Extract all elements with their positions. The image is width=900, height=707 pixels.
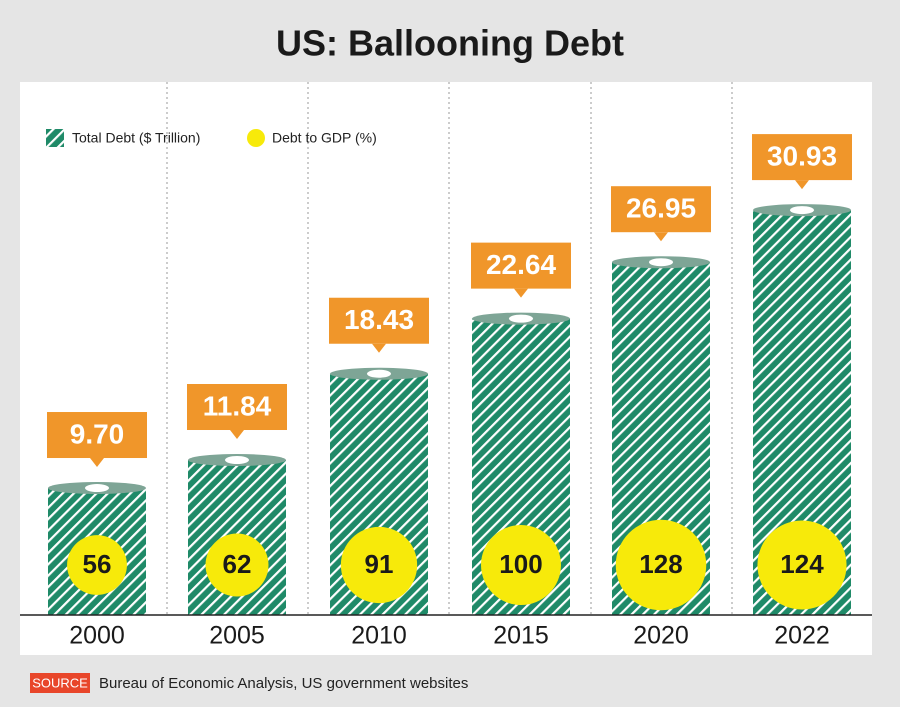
value-label: 9.70 — [70, 418, 125, 449]
value-label: 26.95 — [626, 193, 696, 224]
bar-cap-hole — [790, 206, 814, 215]
gdp-circle — [615, 519, 707, 611]
source-badge — [30, 673, 90, 693]
bar-cap-hole — [85, 484, 109, 493]
gdp-circle — [67, 535, 127, 595]
gdp-label: 56 — [83, 549, 112, 579]
callout-pointer — [514, 288, 528, 298]
value-label: 11.84 — [203, 390, 272, 421]
source-text: Bureau of Economic Analysis, US governme… — [99, 675, 468, 692]
callout — [471, 242, 571, 289]
value-label: 22.64 — [486, 249, 556, 280]
source-label: SOURCE — [32, 675, 88, 690]
callout — [611, 186, 711, 233]
gdp-label: 124 — [780, 549, 824, 579]
gdp-circle — [205, 533, 269, 597]
gdp-circle — [757, 520, 847, 610]
legend-swatch — [247, 129, 265, 147]
gdp-circle — [340, 526, 418, 604]
gdp-label: 100 — [499, 549, 542, 579]
gdp-circle — [481, 525, 561, 605]
plot: Total Debt ($ Trillion) Debt to GDP (%) 9.… — [46, 129, 852, 650]
value-label: 30.93 — [767, 140, 837, 171]
callout-pointer — [795, 180, 809, 190]
bar-cap-hole — [649, 258, 673, 267]
gdp-label: 128 — [639, 549, 682, 579]
callout-pointer — [654, 232, 668, 242]
legend-swatch — [46, 129, 64, 147]
callout-pointer — [372, 343, 386, 353]
panel — [20, 82, 872, 655]
callout — [752, 134, 852, 181]
callout-pointer — [90, 458, 104, 468]
chart-title: US: Ballooning Debt — [276, 23, 624, 64]
callout — [329, 297, 429, 344]
value-label: 18.43 — [344, 304, 414, 335]
callout — [47, 412, 147, 459]
x-tick-label: 2010 — [351, 622, 407, 650]
x-tick-label: 2000 — [69, 622, 125, 650]
gdp-label: 62 — [223, 549, 252, 579]
x-tick-label: 2020 — [633, 622, 689, 650]
bar-cap-hole — [367, 369, 391, 378]
bar-cap-hole — [509, 314, 533, 323]
x-tick-label: 2005 — [209, 622, 265, 650]
x-tick-label: 2022 — [774, 622, 830, 650]
x-tick-label: 2015 — [493, 622, 549, 650]
gdp-label: 91 — [365, 549, 394, 579]
bar-cap-hole — [225, 456, 249, 465]
callout-pointer — [230, 430, 244, 440]
legend-label: Total Debt ($ Trillion) — [72, 130, 200, 146]
separators — [166, 82, 733, 615]
legend-label: Debt to GDP (%) — [272, 130, 377, 146]
callout — [187, 384, 287, 431]
